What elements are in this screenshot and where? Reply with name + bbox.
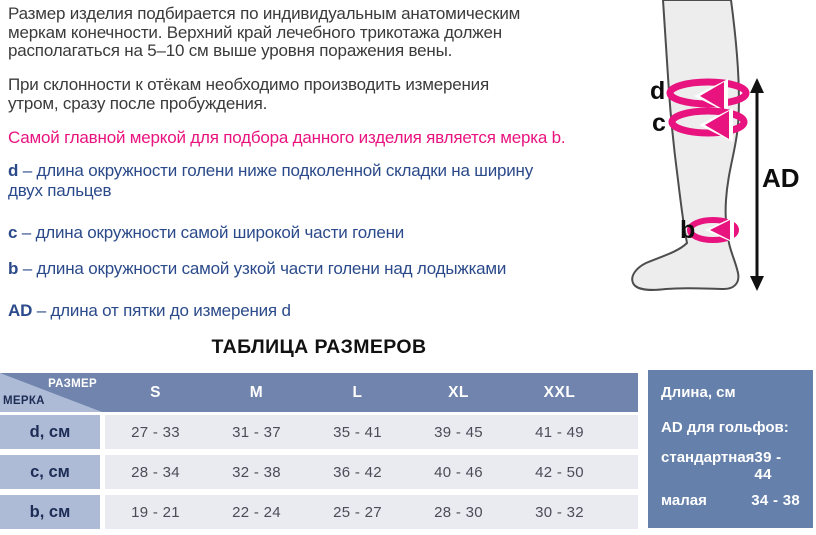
diagram-label-ad: AD xyxy=(762,163,800,193)
length-option-small-value: 34 - 38 xyxy=(751,492,800,509)
table-row-b: b, см 19 - 21 22 - 24 25 - 27 28 - 30 30… xyxy=(0,495,638,529)
length-option-standard: стандартная 39 - 44 xyxy=(661,449,800,483)
definition-ad: AD – длина от пятки до измерения d xyxy=(8,301,640,321)
row-label-b: b, см xyxy=(0,495,100,529)
intro-paragraph-2: При склонности к отёкам необходимо произ… xyxy=(8,75,489,113)
measure-ring-d-icon xyxy=(666,78,750,113)
definition-ad-term: AD xyxy=(8,301,33,320)
definition-d-term: d xyxy=(8,161,19,180)
leg-outline-icon xyxy=(631,0,740,291)
ad-length-arrow-icon xyxy=(750,78,764,291)
cell-d-xl: 39 - 45 xyxy=(434,423,483,441)
size-table-header: РАЗМЕР МЕРКА S M L XL XXL xyxy=(0,373,638,412)
length-option-standard-value: 39 - 44 xyxy=(754,449,782,483)
definition-b: b – длина окружности самой узкой части г… xyxy=(8,259,640,279)
row-label-c: c, см xyxy=(0,455,100,489)
cell-d-s: 27 - 33 xyxy=(131,423,180,441)
leg-diagram-svg: d c b AD xyxy=(631,0,800,291)
definition-c-term: c xyxy=(8,223,18,242)
column-header-s: S xyxy=(150,383,161,401)
length-panel: Длина, см AD для гольфов: стандартная 39… xyxy=(648,370,813,528)
cell-b-m: 22 - 24 xyxy=(232,503,281,521)
size-table-title: ТАБЛИЦА РАЗМЕРОВ xyxy=(211,336,427,358)
length-panel-subtitle: AD для гольфов: xyxy=(661,419,789,436)
intro-highlight: Самой главной меркой для подбора данного… xyxy=(8,127,566,147)
table-row-d: d, см 27 - 33 31 - 37 35 - 41 39 - 45 41… xyxy=(0,415,638,449)
diagram-label-c: c xyxy=(652,109,666,137)
column-header-xxl: XXL xyxy=(543,383,576,401)
row-values-b: 19 - 21 22 - 24 25 - 27 28 - 30 30 - 32 xyxy=(105,495,638,529)
column-header-m: M xyxy=(249,383,264,401)
length-option-standard-label: стандартная xyxy=(661,449,755,466)
column-header-xl: XL xyxy=(448,383,469,401)
cell-c-l: 36 - 42 xyxy=(333,463,382,481)
cell-b-s: 19 - 21 xyxy=(131,503,180,521)
length-option-small-label: малая xyxy=(661,492,707,509)
cell-d-xxl: 41 - 49 xyxy=(535,423,584,441)
size-table: РАЗМЕР МЕРКА S M L XL XXL d, см 27 - 33 … xyxy=(0,373,638,535)
cell-c-xl: 40 - 46 xyxy=(434,463,483,481)
length-panel-title: Длина, см xyxy=(661,384,736,401)
corner-label-measure: МЕРКА xyxy=(3,395,45,407)
leg-measurement-diagram: d c b AD xyxy=(626,0,816,300)
intro-paragraph-1: Размер изделия подбирается по индивидуал… xyxy=(8,4,521,61)
cell-c-xxl: 42 - 50 xyxy=(535,463,584,481)
size-table-corner-cell: РАЗМЕР МЕРКА xyxy=(0,373,102,412)
length-option-small: малая 34 - 38 xyxy=(661,492,800,509)
cell-b-l: 25 - 27 xyxy=(333,503,382,521)
row-label-d: d, см xyxy=(0,415,100,449)
corner-label-size: РАЗМЕР xyxy=(48,378,97,390)
measure-ring-c-icon xyxy=(668,107,748,142)
definition-d-text: – длина окружности голени ниже подколенн… xyxy=(8,161,534,200)
cell-d-m: 31 - 37 xyxy=(232,423,281,441)
definition-c-text: – длина окружности самой широкой части г… xyxy=(21,223,405,242)
definition-d: d – длина окружности голени ниже подколе… xyxy=(8,161,640,201)
cell-b-xxl: 30 - 32 xyxy=(535,503,584,521)
measure-ring-b-icon xyxy=(687,217,739,243)
table-row-c: c, см 28 - 34 32 - 38 36 - 42 40 - 46 42… xyxy=(0,455,638,489)
definition-c: c – длина окружности самой широкой части… xyxy=(8,223,640,243)
cell-b-xl: 28 - 30 xyxy=(434,503,483,521)
intro-text: Размер изделия подбирается по индивидуал… xyxy=(8,4,640,147)
column-header-l: L xyxy=(352,383,363,401)
cell-c-s: 28 - 34 xyxy=(131,463,180,481)
measurement-definitions: d – длина окружности голени ниже подколе… xyxy=(8,161,640,321)
cell-c-m: 32 - 38 xyxy=(232,463,281,481)
diagram-label-b: b xyxy=(680,216,695,244)
row-values-d: 27 - 33 31 - 37 35 - 41 39 - 45 41 - 49 xyxy=(105,415,638,449)
definition-b-text: – длина окружности самой узкой части гол… xyxy=(22,259,507,278)
cell-d-l: 35 - 41 xyxy=(333,423,382,441)
definition-b-term: b xyxy=(8,259,19,278)
size-column-headers: S M L XL XXL xyxy=(105,373,610,412)
definition-ad-text: – длина от пятки до измерения d xyxy=(36,301,291,320)
row-values-c: 28 - 34 32 - 38 36 - 42 40 - 46 42 - 50 xyxy=(105,455,638,489)
diagram-label-d: d xyxy=(650,77,665,105)
